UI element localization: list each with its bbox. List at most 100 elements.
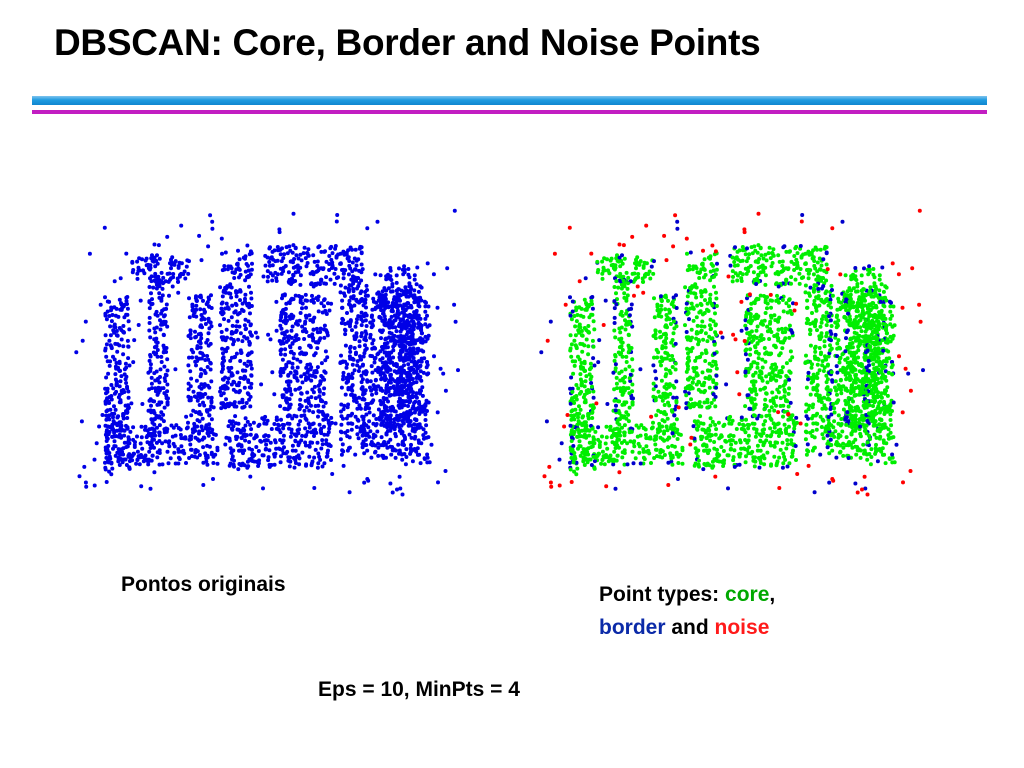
original-point xyxy=(153,433,158,438)
core-point xyxy=(651,271,656,276)
original-point xyxy=(383,345,388,350)
original-point xyxy=(400,457,405,462)
original-point xyxy=(125,410,130,415)
border-point xyxy=(737,462,742,467)
original-point xyxy=(435,305,440,310)
original-point xyxy=(402,385,407,389)
original-point xyxy=(361,415,366,419)
original-point xyxy=(300,380,305,385)
original-point xyxy=(237,448,241,453)
core-point xyxy=(612,449,617,454)
core-point xyxy=(602,256,607,261)
original-point xyxy=(268,337,273,342)
original-point xyxy=(105,299,110,304)
original-point xyxy=(375,219,380,224)
core-point xyxy=(710,363,715,368)
original-point xyxy=(304,264,309,269)
original-point xyxy=(116,434,121,439)
border-point xyxy=(611,462,616,467)
core-point xyxy=(708,278,713,283)
original-point xyxy=(408,368,413,373)
core-point xyxy=(709,326,713,331)
original-point xyxy=(106,371,111,376)
core-point xyxy=(742,423,746,428)
core-point xyxy=(711,359,716,364)
border-point xyxy=(589,295,594,300)
core-point xyxy=(617,445,621,450)
core-point xyxy=(772,454,777,459)
original-point xyxy=(341,267,346,272)
core-point xyxy=(568,467,573,472)
original-point xyxy=(159,354,164,359)
original-point xyxy=(288,379,293,384)
original-point xyxy=(167,293,171,298)
original-point xyxy=(114,329,119,333)
original-point xyxy=(231,342,236,347)
original-point xyxy=(355,317,359,322)
core-point xyxy=(767,413,772,418)
original-point xyxy=(195,359,200,363)
original-point xyxy=(237,400,242,405)
original-point xyxy=(229,421,234,426)
original-point xyxy=(121,324,126,328)
core-point xyxy=(712,446,717,451)
original-point xyxy=(113,453,118,458)
original-point xyxy=(194,298,199,303)
original-point xyxy=(291,273,296,278)
core-point xyxy=(811,255,816,260)
core-point xyxy=(661,339,666,344)
core-point xyxy=(589,365,594,370)
core-point xyxy=(689,397,693,402)
original-point xyxy=(413,394,418,399)
original-point xyxy=(198,350,203,355)
original-point xyxy=(349,283,354,288)
original-point xyxy=(279,417,283,422)
core-point xyxy=(671,357,676,362)
original-point xyxy=(290,250,295,255)
border-point xyxy=(568,423,573,428)
original-point xyxy=(220,346,225,351)
core-point xyxy=(605,446,610,451)
original-point xyxy=(394,280,399,285)
original-point xyxy=(222,267,227,272)
core-point xyxy=(753,345,758,350)
original-point xyxy=(149,279,154,284)
core-point xyxy=(671,319,676,324)
core-point xyxy=(619,286,624,291)
original-point xyxy=(210,219,215,224)
original-point xyxy=(199,367,203,372)
original-point xyxy=(107,430,112,434)
original-point xyxy=(278,352,283,357)
original-point xyxy=(155,378,160,383)
core-point xyxy=(702,257,707,262)
original-point xyxy=(283,306,288,311)
original-point xyxy=(165,400,170,405)
core-point xyxy=(702,448,706,453)
original-point xyxy=(312,434,316,438)
core-point xyxy=(737,422,742,426)
original-point xyxy=(309,395,314,400)
original-point xyxy=(321,412,326,416)
core-point xyxy=(699,389,703,394)
original-point xyxy=(385,445,390,450)
original-point xyxy=(325,355,330,360)
core-point xyxy=(628,322,633,326)
core-point xyxy=(782,454,787,459)
original-point xyxy=(226,424,231,429)
original-point xyxy=(292,465,297,470)
original-point xyxy=(161,343,166,348)
core-point xyxy=(763,419,768,424)
core-point xyxy=(732,448,737,453)
border-point xyxy=(674,293,678,298)
core-point xyxy=(789,441,794,446)
core-point xyxy=(632,271,637,276)
original-point xyxy=(381,400,386,405)
original-point xyxy=(383,378,387,383)
original-point xyxy=(104,455,109,460)
original-point xyxy=(321,391,326,396)
core-point xyxy=(764,374,769,379)
original-point xyxy=(245,363,250,368)
original-point xyxy=(236,427,241,432)
original-point xyxy=(211,477,215,481)
border-point xyxy=(794,415,799,420)
